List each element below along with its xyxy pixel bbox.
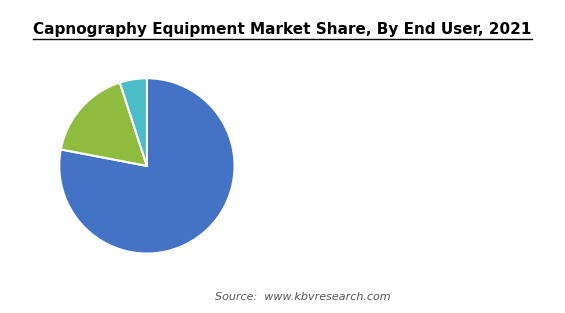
Wedge shape	[61, 83, 147, 166]
Text: Capnography Equipment Market Share, By End User, 2021: Capnography Equipment Market Share, By E…	[33, 22, 532, 37]
Legend: Hospitals, Ambulatory Surgery Centers &
Home Care, Others: Hospitals, Ambulatory Surgery Centers & …	[327, 121, 540, 210]
Wedge shape	[120, 78, 147, 166]
Text: Source:  www.kbvresearch.com: Source: www.kbvresearch.com	[215, 292, 390, 302]
Wedge shape	[59, 78, 234, 254]
